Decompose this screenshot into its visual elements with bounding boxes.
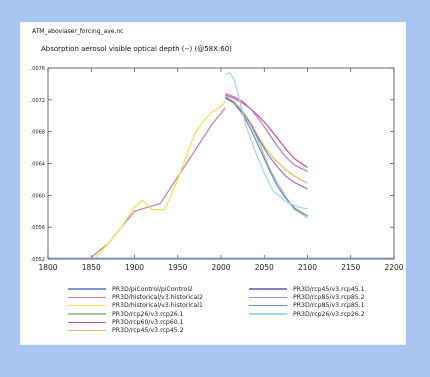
legend-swatch <box>249 304 287 307</box>
series-line-pr3d-rcp45-v3-rcp45-1 <box>225 97 308 190</box>
legend: PR3D/piControl/piControl2 PR3D/historical… <box>68 285 398 345</box>
x-tick-label: 1850 <box>82 263 101 272</box>
series-line-pr3d-historical-v3-historical1 <box>95 101 226 258</box>
legend-label: PR3D/rcp45/v3.rcp45.1 <box>293 285 365 293</box>
x-tick-label: 1800 <box>38 263 57 272</box>
y-tick-label: .0076 <box>31 66 45 72</box>
y-tick-label: .0060 <box>31 193 45 199</box>
legend-swatch <box>68 304 106 307</box>
x-tick-labels: 1800 1850 1900 1950 2000 2050 2100 2150 2200 <box>38 263 403 272</box>
legend-swatch <box>249 313 287 315</box>
legend-item: PR3D/rcp60/v3.rcp60.1 <box>68 318 203 326</box>
legend-swatch <box>68 321 106 324</box>
y-tick-labels: .0052 .0056 .0060 .0064 .0068 .0072 .0076 <box>31 66 45 263</box>
series-line-pr3d-rcp60-v3-rcp60-1 <box>225 94 308 168</box>
legend-label: PR3D/rcp85/v3.rcp85.1 <box>293 302 365 310</box>
y-tick-label: .0064 <box>31 162 45 168</box>
legend-swatch <box>249 288 287 290</box>
x-tick-label: 1900 <box>125 263 144 272</box>
legend-swatch <box>249 296 287 299</box>
x-tick-label: 2100 <box>298 263 317 272</box>
x-tick-label: 2000 <box>211 263 230 272</box>
x-tick-label: 2200 <box>384 263 403 272</box>
plot-frame <box>47 67 395 260</box>
series-layer <box>48 72 394 259</box>
series-line-pr3d-rcp85-v3-rcp85-1 <box>224 96 308 217</box>
legend-item: PR3D/rcp45/v3.rcp45.2 <box>68 326 203 334</box>
legend-right-column: PR3D/rcp45/v3.rcp45.1 PR3D/rcp85/v3.rcp85… <box>249 285 365 318</box>
tick-marks <box>47 67 395 260</box>
legend-left-column: PR3D/piControl/piControl2 PR3D/historical… <box>68 285 203 335</box>
series-line-pr3d-rcp45-v3-rcp45-2 <box>225 96 308 184</box>
x-tick-label: 2150 <box>341 263 360 272</box>
legend-item: PR3D/rcp45/v3.rcp45.1 <box>249 285 365 293</box>
series-line-pr3d-historical-v3-historical2 <box>90 107 226 258</box>
legend-item: PR3D/piControl/piControl2 <box>68 285 203 293</box>
series-line-pr3d-rcp26-v3-rcp26-2 <box>225 72 308 210</box>
y-tick-label: .0052 <box>31 257 45 263</box>
legend-swatch <box>68 296 106 299</box>
legend-swatch <box>68 313 106 315</box>
file-label: ATM_aboviaser_forcing_ave.nc <box>32 28 124 35</box>
legend-label: PR3D/piControl/piControl2 <box>112 285 193 293</box>
legend-label: PR3D/rcp26/v3.rcp26.2 <box>293 310 365 318</box>
legend-item: PR3D/rcp26/v3.rcp26.1 <box>68 310 203 318</box>
legend-item: PR3D/rcp26/v3.rcp26.2 <box>249 310 365 318</box>
y-tick-label: .0072 <box>31 98 45 104</box>
legend-label: PR3D/historical/v3.historical1 <box>112 302 203 310</box>
legend-label: PR3D/rcp60/v3.rcp60.1 <box>112 318 184 326</box>
series-line-pr3d-rcp26-v3-rcp26-1 <box>225 97 308 219</box>
chart-panel: ATM_aboviaser_forcing_ave.nc Absorption … <box>20 22 406 345</box>
plot-border <box>47 67 395 260</box>
legend-item: PR3D/historical/v3.historical2 <box>68 293 203 301</box>
chart-title: Absorption aerosol visible optical depth… <box>41 45 232 53</box>
series-line-pr3d-rcp85-v3-rcp85-2 <box>225 92 308 172</box>
legend-item: PR3D/rcp85/v3.rcp85.2 <box>249 293 365 301</box>
x-tick-label: 2050 <box>255 263 274 272</box>
legend-label: PR3D/rcp26/v3.rcp26.1 <box>112 310 184 318</box>
y-tick-label: .0068 <box>31 130 45 136</box>
legend-label: PR3D/rcp85/v3.rcp85.2 <box>293 293 365 301</box>
legend-swatch <box>68 329 106 332</box>
chart-svg: 1800 1850 1900 1950 2000 2050 2100 2150 2200 .00… <box>31 66 404 272</box>
legend-swatch <box>68 288 106 290</box>
x-tick-label: 1950 <box>168 263 187 272</box>
legend-label: PR3D/historical/v3.historical2 <box>112 293 203 301</box>
legend-label: PR3D/rcp45/v3.rcp45.2 <box>112 327 184 335</box>
legend-item: PR3D/rcp85/v3.rcp85.1 <box>249 302 365 310</box>
y-tick-label: .0056 <box>31 225 45 231</box>
legend-item: PR3D/historical/v3.historical1 <box>68 302 203 310</box>
